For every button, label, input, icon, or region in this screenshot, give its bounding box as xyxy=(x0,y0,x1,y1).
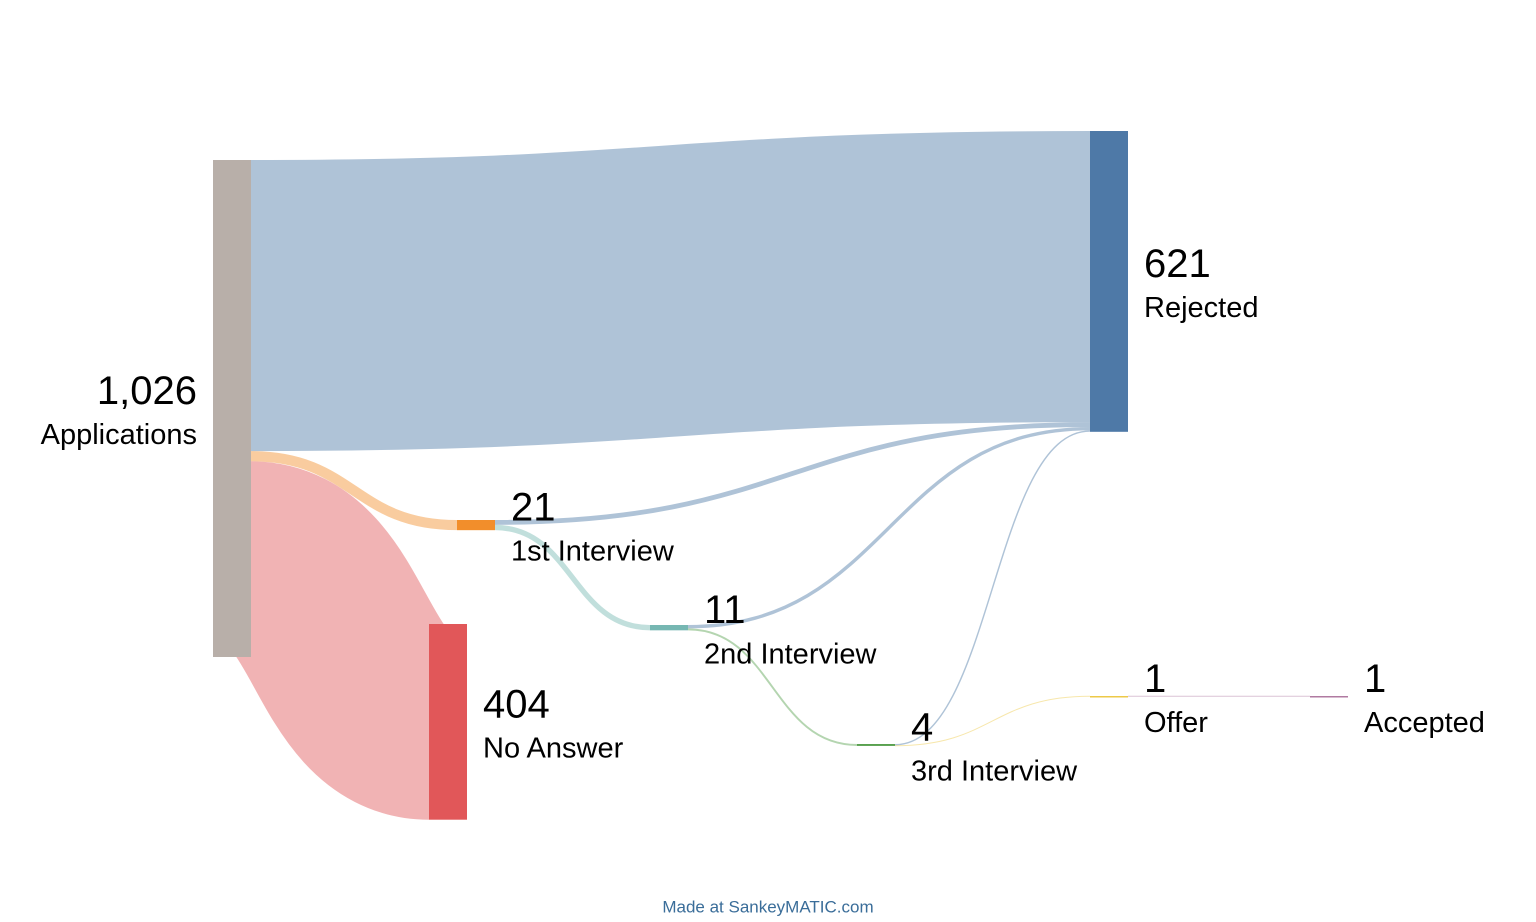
node-value: 1 xyxy=(1144,657,1166,701)
node xyxy=(650,625,688,631)
node-value: 1 xyxy=(1364,657,1386,701)
node xyxy=(457,520,495,531)
node xyxy=(1310,696,1348,698)
node xyxy=(1090,131,1128,432)
link xyxy=(226,461,454,820)
link xyxy=(250,451,458,531)
node-value: 11 xyxy=(704,588,746,632)
node-name: 1st Interview xyxy=(511,536,675,568)
node-value: 21 xyxy=(511,486,556,530)
nodes: 1,026 Applications 621 Rejected 404 No Answer… xyxy=(41,131,1485,820)
node xyxy=(429,624,467,820)
node-name: 3rd Interview xyxy=(911,756,1078,788)
link xyxy=(687,628,858,746)
node-name: Rejected xyxy=(1144,292,1258,324)
node xyxy=(213,160,251,657)
link xyxy=(687,426,1091,629)
node-value: 1,026 xyxy=(97,369,197,413)
node-value: 404 xyxy=(483,682,550,726)
node xyxy=(857,744,895,746)
links xyxy=(226,131,1310,820)
link xyxy=(494,422,1091,525)
link xyxy=(494,524,651,631)
link xyxy=(894,695,1091,747)
node-value: 4 xyxy=(911,706,933,750)
link xyxy=(894,430,1091,746)
node-value: 621 xyxy=(1144,242,1211,286)
node-name: Applications xyxy=(41,419,197,451)
node-name: No Answer xyxy=(483,733,624,765)
node-name: Offer xyxy=(1144,707,1208,739)
node-name: Accepted xyxy=(1364,707,1485,739)
link xyxy=(250,131,1091,452)
node-name: 2nd Interview xyxy=(704,638,878,670)
node xyxy=(1090,696,1128,698)
credit: Made at SankeyMATIC.com xyxy=(662,897,873,916)
